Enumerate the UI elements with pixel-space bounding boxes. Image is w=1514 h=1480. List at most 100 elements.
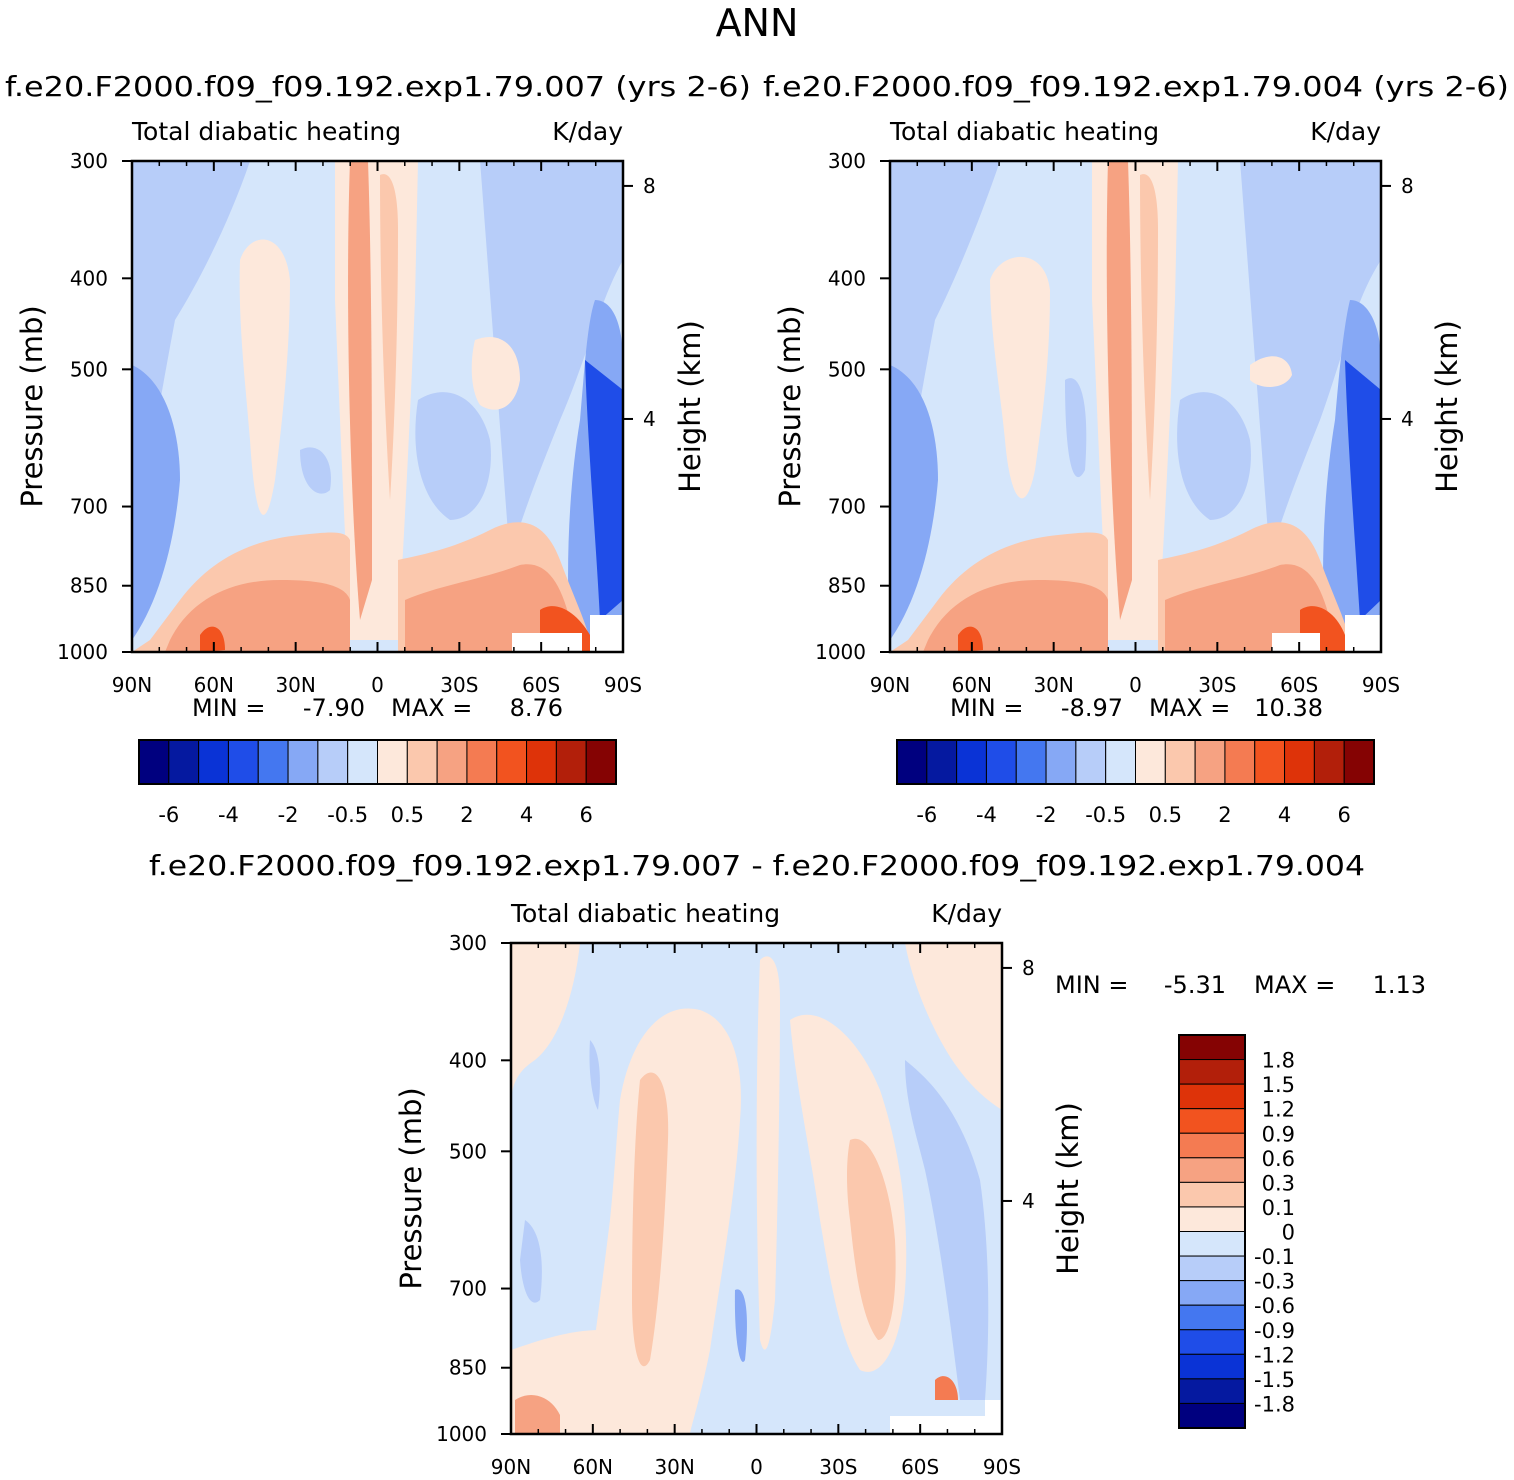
panel-right-x-tick-label: 30N [1033, 673, 1073, 697]
figure-title: ANN [716, 1, 799, 45]
panel-c-colorbar-box [1178, 1378, 1246, 1404]
panel-a-subtropic-contour [415, 392, 491, 520]
panel-a-field [132, 161, 623, 652]
panel-a-midlat-contour [239, 239, 290, 515]
panel-b-max-label: MAX = [1149, 694, 1230, 722]
panel-c-colorbar-box [1178, 1157, 1246, 1183]
panel-left-colorbar-box [317, 739, 349, 785]
panel-c-colorbar-box [1178, 1108, 1246, 1134]
panel-difference-y-tick-label: 500 [449, 1139, 487, 1163]
panel-a-axes: 90N 60N 30N 0 30S 60S 90S 300 400 500 700 850 1000 8 4… [15, 149, 707, 697]
panel-b-max-value: 10.38 [1254, 694, 1323, 722]
panel-c-max-label: MAX = [1254, 971, 1335, 999]
panel-c-left-label: Total diabatic heating [510, 899, 780, 928]
panel-right-colorbar-box [1254, 739, 1286, 785]
panel-a-sh-contour [420, 161, 623, 560]
panel-difference-x-tick-label: 90S [983, 1455, 1021, 1479]
panel-right-colorbar-box [1343, 739, 1375, 785]
panel-a-min-label: MIN = [192, 694, 265, 722]
panel-difference-y-tick-label: 400 [449, 1048, 487, 1072]
panel-b-sh-boundary-warm-contour [1165, 564, 1335, 652]
panel-difference-x-tick-label: 90N [491, 1455, 531, 1479]
panel-a-missing-data [512, 633, 582, 652]
panel-right-colorbar-label: 4 [1278, 803, 1291, 827]
panel-right-y-axis-title: Pressure (mb) [773, 305, 807, 507]
panel-c-sh-hotspot-contour [935, 1376, 958, 1400]
panel-c-tropic-north-warm-contour [632, 1072, 669, 1367]
panel-c-sh-upper-contour [905, 943, 1002, 1110]
panel-c-colorbar-box [1178, 1402, 1246, 1429]
panel-a-sh-coldest-contour [585, 360, 623, 620]
panel-difference-y-axis-title: Pressure (mb) [394, 1087, 428, 1289]
panel-c-colorbar-label: -0.3 [1254, 1270, 1295, 1294]
panel-b-min-label: MIN = [950, 694, 1023, 722]
panel-c: f.e20.F2000.f09_f09.192.exp1.79.007 - f.… [149, 849, 1426, 1479]
panel-b-hotspot-contour [958, 626, 983, 652]
panel-right-y-tick-label: 500 [828, 357, 866, 381]
panel-c-eq-cool-contour [734, 1289, 747, 1362]
panel-right-colorbar-box [1075, 739, 1107, 785]
panel-right-colorbar-label: 0.5 [1149, 803, 1182, 827]
panel-a-nh-sub-contour [300, 447, 331, 494]
panel-right-colorbar-box [896, 739, 928, 785]
panel-a-left-label: Total diabatic heating [131, 117, 401, 146]
panel-a: f.e20.F2000.f09_f09.192.exp1.79.007 (yrs… [5, 70, 751, 827]
panel-right-y-tick-label: 400 [828, 266, 866, 290]
panel-a-sh-boundary-warm-contour [405, 564, 575, 652]
panel-left-colorbar-box [585, 739, 617, 785]
panel-left-y-tick-label: 400 [70, 266, 108, 290]
panel-c-nh-cool-2-contour [589, 1040, 600, 1110]
panel-left-colorbar-box [436, 739, 468, 785]
panel-left-colorbar-box [526, 739, 557, 785]
panel-b-nh-cold-contour [890, 365, 938, 640]
panel-right-colorbar-label: -2 [1036, 803, 1057, 827]
panel-c-colorbar-box [1178, 1280, 1246, 1306]
panel-b-field [890, 161, 1381, 652]
panel-left-colorbar-box [287, 739, 319, 785]
panel-left-x-tick-label: 60S [522, 673, 560, 697]
panel-a-nh-cold-contour [132, 365, 180, 640]
panel-b-min-value: -8.97 [1061, 694, 1123, 722]
panel-left-colorbar-box [138, 739, 170, 785]
panel-difference-y-tick-label: 300 [449, 931, 487, 955]
panel-right-colorbar-box [1105, 739, 1136, 785]
panel-c-axes: 90N 60N 30N 0 30S 60S 90S 300 400 500 700 850 1000 8 4… [394, 931, 1085, 1479]
panel-c-colorbar-label: 0.3 [1262, 1171, 1295, 1195]
panel-right-colorbar-box [1313, 739, 1345, 785]
panel-a-max-value: 8.76 [510, 694, 563, 722]
panel-c-colorbar-label: -0.9 [1254, 1319, 1295, 1343]
panel-a-min-value: -7.90 [303, 694, 365, 722]
panel-c-colorbar-box [1178, 1353, 1246, 1380]
panel-left-colorbar-label: 0.5 [391, 803, 424, 827]
panel-left-height-axis-title: Height (km) [673, 320, 707, 493]
panel-c-sh-cool-contour [905, 1060, 989, 1400]
panel-c-colorbar-label: -1.5 [1254, 1368, 1295, 1392]
panel-left-height-tick-label: 4 [643, 407, 656, 431]
panel-b-case-title: f.e20.F2000.f09_f09.192.exp1.79.004 (yrs… [763, 70, 1509, 103]
panel-c-colorbar-label: 0.1 [1262, 1196, 1295, 1220]
panel-left-x-tick-label: 90S [604, 673, 642, 697]
panel-right-colorbar-box [985, 739, 1017, 785]
panel-left-x-tick-label: 60N [194, 673, 234, 697]
panel-left-y-axis-title: Pressure (mb) [15, 305, 49, 507]
panel-left-x-tick-label: 90N [112, 673, 152, 697]
panel-difference-height-axis-title: Height (km) [1051, 1102, 1085, 1275]
panel-difference-x-tick-label: 60N [573, 1455, 613, 1479]
panel-right-colorbar-box [1164, 739, 1196, 785]
panel-c-colorbar-label: 0 [1282, 1221, 1295, 1245]
panel-right-colorbar-label: -6 [916, 803, 937, 827]
panel-a-sh-midlat-contour [471, 336, 520, 410]
panel-right-colorbar-box [1135, 739, 1166, 785]
panel-left-height-tick-label: 8 [643, 174, 656, 198]
panel-left-colorbar-label: -4 [218, 803, 239, 827]
panel-right-height-tick-label: 4 [1401, 407, 1414, 431]
panel-left-colorbar-label: -2 [278, 803, 299, 827]
panel-a-max-label: MAX = [391, 694, 472, 722]
panel-right-x-tick-label: 90N [870, 673, 910, 697]
panel-c-colorbar-box [1178, 1132, 1246, 1159]
panel-difference-height-tick-label: 4 [1022, 1189, 1035, 1213]
panel-right-x-tick-label: 0 [1129, 673, 1142, 697]
panel-difference-x-tick-label: 60S [901, 1455, 939, 1479]
panel-c-colorbar-box [1178, 1059, 1246, 1085]
panel-c-colorbar-label: -0.6 [1254, 1294, 1295, 1318]
